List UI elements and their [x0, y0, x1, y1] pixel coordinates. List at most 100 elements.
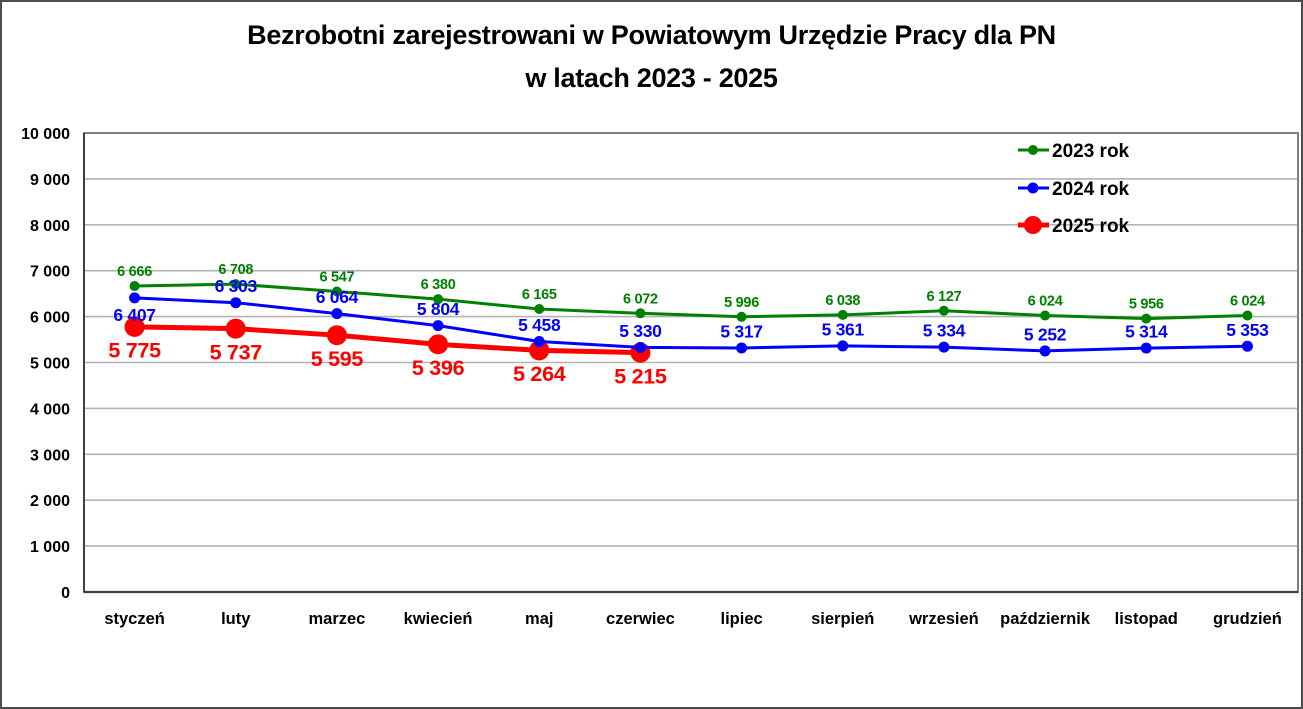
- data-point-marker: [534, 304, 545, 315]
- data-point-marker: [230, 279, 241, 290]
- series-line: [133, 282, 1249, 321]
- x-axis-label: marzec: [308, 610, 365, 628]
- data-point-label: 5 737: [210, 340, 263, 364]
- data-point-marker: [230, 297, 242, 309]
- legend-marker: [1027, 182, 1039, 194]
- series-line: [132, 324, 643, 356]
- x-axis-label: czerwiec: [606, 610, 675, 628]
- data-point-label: 6 547: [320, 269, 355, 285]
- y-axis-tick-label: 8 000: [30, 218, 70, 235]
- data-point-label: 6 380: [421, 277, 456, 293]
- data-point-label: 5 314: [1125, 322, 1168, 342]
- data-point-label: 5 264: [513, 362, 566, 386]
- legend-marker: [1024, 216, 1042, 234]
- data-point-label: 6 072: [623, 291, 658, 307]
- data-point-marker: [1140, 342, 1152, 354]
- y-axis-tick-label: 3 000: [30, 447, 70, 464]
- data-point-marker: [1040, 310, 1051, 321]
- legend-marker: [1028, 145, 1038, 155]
- x-axis-label: luty: [221, 610, 251, 628]
- data-point-marker: [331, 286, 342, 297]
- data-point-label: 5 252: [1024, 324, 1067, 344]
- data-point-label: 5 215: [614, 364, 667, 388]
- chart-title-line2: w latach 2023 - 2025: [525, 63, 778, 93]
- data-point-marker: [736, 342, 748, 354]
- data-point-label: 5 361: [822, 319, 865, 339]
- y-axis-tick-label: 10 000: [21, 126, 70, 143]
- data-point-marker: [837, 309, 848, 320]
- legend-label: 2025 rok: [1052, 216, 1130, 237]
- data-point-label: 5 396: [412, 356, 465, 380]
- x-axis-label: lipiec: [720, 610, 762, 628]
- data-point-marker: [124, 316, 145, 337]
- series-2025-rok: [124, 316, 651, 363]
- data-point-label: 6 038: [825, 293, 860, 309]
- y-axis-tick-label: 6 000: [30, 310, 70, 327]
- data-point-marker: [432, 320, 444, 332]
- data-point-marker: [129, 281, 140, 292]
- data-point-label: 5 353: [1226, 320, 1269, 340]
- data-point-label: 6 303: [215, 276, 258, 296]
- data-point-marker: [433, 294, 444, 305]
- x-axis-label: kwiecień: [404, 610, 473, 628]
- data-point-marker: [938, 305, 949, 316]
- data-point-marker: [938, 341, 950, 353]
- data-point-marker: [1141, 313, 1152, 324]
- data-point-label: 5 595: [311, 347, 364, 371]
- chart-title: Bezrobotni zarejestrowani w Powiatowym U…: [2, 14, 1301, 100]
- x-axis-label: grudzień: [1213, 610, 1282, 628]
- data-point-label: 5 956: [1129, 297, 1164, 313]
- data-point-marker: [129, 292, 141, 304]
- data-point-marker: [837, 340, 849, 352]
- data-point-marker: [533, 335, 545, 347]
- data-point-label: 6 024: [1028, 293, 1063, 309]
- series-2023-rok: [129, 279, 1253, 324]
- data-point-label: 5 330: [619, 321, 662, 341]
- data-point-label: 6 666: [117, 264, 152, 280]
- x-axis-label: styczeń: [104, 610, 165, 628]
- data-point-label: 5 804: [417, 299, 460, 319]
- data-point-label: 5 458: [518, 315, 561, 335]
- data-point-marker: [225, 318, 246, 339]
- legend-label: 2023 rok: [1052, 141, 1130, 162]
- data-point-marker: [1241, 340, 1253, 352]
- data-point-marker: [634, 341, 646, 353]
- chart-title-line1: Bezrobotni zarejestrowani w Powiatowym U…: [247, 20, 1056, 50]
- x-axis-label: sierpień: [811, 610, 874, 628]
- series-2024-rok: [129, 292, 1253, 357]
- data-point-marker: [326, 325, 347, 346]
- y-axis-tick-label: 1 000: [30, 539, 70, 556]
- y-axis-tick-label: 0: [61, 585, 70, 602]
- data-point-label: 6 127: [927, 289, 962, 305]
- data-point-marker: [1242, 310, 1253, 321]
- x-axis-label: wrzesień: [908, 610, 979, 628]
- data-point-marker: [736, 311, 747, 322]
- data-point-marker: [635, 308, 646, 319]
- data-point-label: 5 996: [724, 295, 759, 311]
- data-point-marker: [1039, 345, 1051, 357]
- data-point-label: 5 334: [923, 321, 966, 341]
- data-point-label: 6 407: [113, 305, 155, 325]
- data-point-marker: [428, 334, 449, 355]
- y-axis-tick-label: 2 000: [30, 493, 70, 510]
- y-axis-tick-label: 7 000: [30, 264, 70, 281]
- data-point-label: 6 024: [1230, 293, 1265, 309]
- data-point-label: 6 708: [218, 262, 253, 278]
- x-axis-label: październik: [1000, 610, 1091, 628]
- data-point-label: 5 317: [720, 321, 762, 341]
- data-point-label: 5 775: [108, 339, 161, 363]
- data-point-label: 6 064: [316, 287, 359, 307]
- series-line: [133, 296, 1249, 353]
- x-axis-label: listopad: [1115, 610, 1178, 628]
- data-point-label: 6 165: [522, 287, 557, 303]
- data-point-marker: [529, 340, 550, 361]
- data-point-marker: [331, 308, 343, 320]
- legend: 2023 rok 2024 rok 2025 rok: [1018, 141, 1130, 237]
- legend-label: 2024 rok: [1052, 179, 1130, 200]
- x-axis-label: maj: [525, 610, 553, 628]
- y-axis-tick-label: 5 000: [30, 356, 70, 373]
- y-axis-tick-label: 4 000: [30, 401, 70, 418]
- y-axis-tick-label: 9 000: [30, 172, 70, 189]
